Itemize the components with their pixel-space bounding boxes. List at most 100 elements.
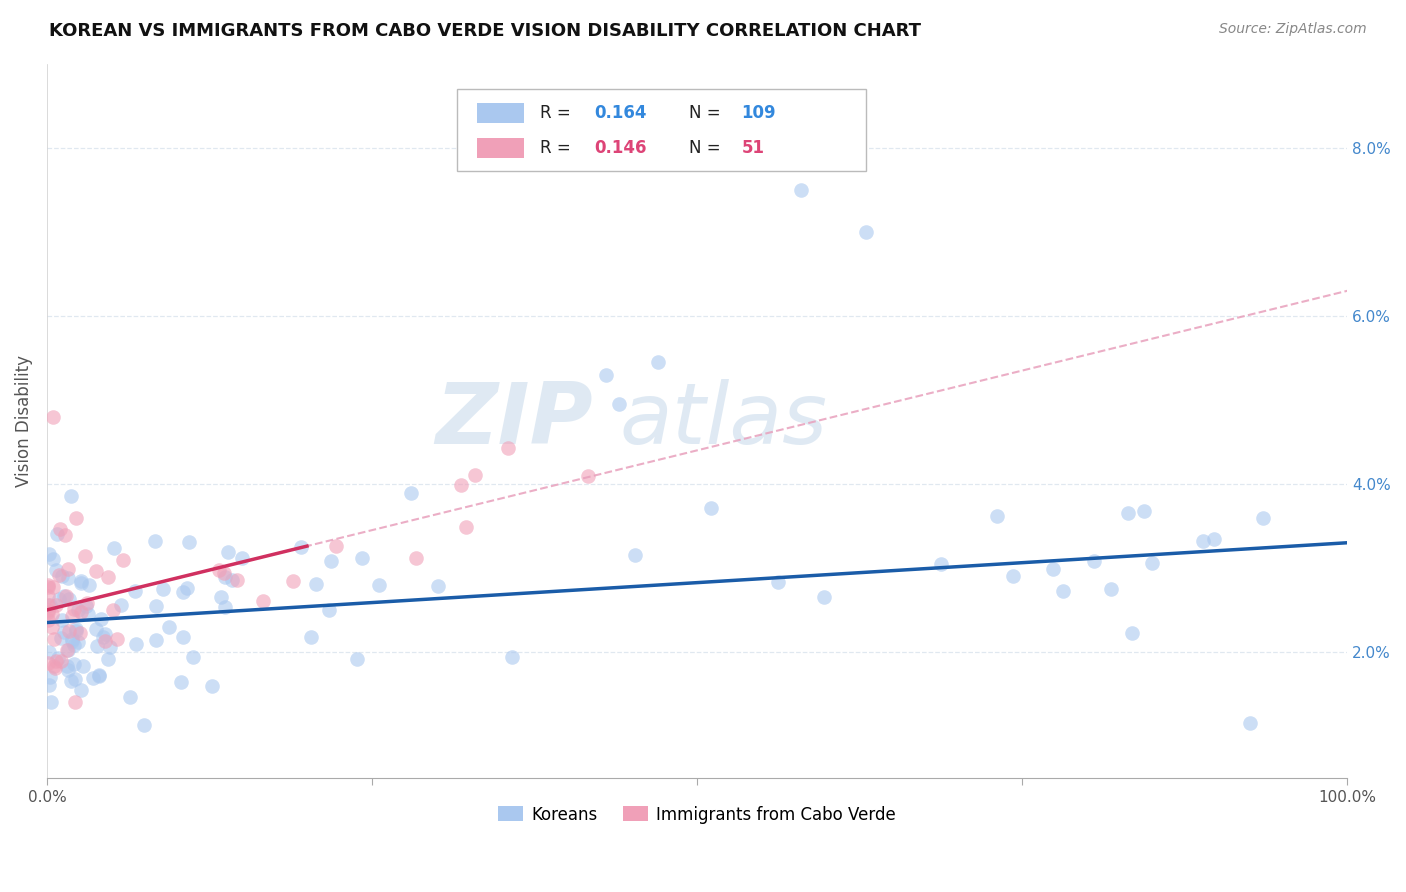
Point	[39, 695, 62, 709]
Point	[399, 486, 422, 500]
Point	[56, 572, 79, 586]
Point	[367, 577, 389, 591]
Point	[1132, 504, 1154, 518]
Point	[69, 625, 91, 640]
Point	[212, 566, 235, 580]
Point	[56, 664, 79, 678]
Point	[226, 573, 249, 587]
Point	[305, 577, 328, 591]
Point	[93, 627, 115, 641]
Point	[58, 591, 80, 606]
Point	[69, 683, 91, 698]
Point	[790, 183, 813, 197]
Point	[201, 679, 224, 693]
Point	[45, 654, 67, 668]
Point	[44, 661, 66, 675]
Point	[56, 643, 79, 657]
Point	[52, 589, 75, 603]
Point	[157, 620, 180, 634]
Point	[60, 634, 83, 648]
Point	[45, 598, 67, 612]
Point	[454, 519, 477, 533]
Point	[37, 578, 59, 592]
Text: 51: 51	[741, 139, 765, 157]
Point	[1121, 626, 1143, 640]
Point	[700, 500, 723, 515]
Point	[1192, 533, 1215, 548]
Point	[1042, 562, 1064, 576]
Point	[855, 225, 877, 239]
Point	[231, 551, 253, 566]
Point	[1001, 569, 1024, 583]
Point	[1140, 556, 1163, 570]
Point	[86, 639, 108, 653]
Point	[69, 574, 91, 588]
Point	[67, 635, 90, 649]
Text: R =: R =	[540, 103, 575, 121]
FancyBboxPatch shape	[477, 103, 524, 122]
Point	[48, 592, 70, 607]
Point	[931, 557, 953, 571]
Point	[37, 603, 59, 617]
Point	[76, 607, 98, 621]
Point	[110, 599, 132, 613]
Point	[76, 596, 98, 610]
Point	[75, 599, 97, 614]
Point	[46, 526, 69, 541]
Point	[84, 622, 107, 636]
Point	[290, 541, 312, 555]
Point	[38, 678, 60, 692]
Point	[118, 690, 141, 705]
Text: 109: 109	[741, 103, 776, 121]
Point	[55, 589, 77, 603]
Point	[595, 368, 617, 382]
Point	[607, 397, 630, 411]
Point	[152, 582, 174, 596]
Point	[97, 569, 120, 583]
Point	[208, 564, 231, 578]
FancyBboxPatch shape	[457, 89, 866, 171]
Point	[496, 441, 519, 455]
Point	[84, 564, 107, 578]
Point	[53, 528, 76, 542]
Point	[60, 489, 83, 503]
Point	[87, 668, 110, 682]
Point	[65, 624, 87, 638]
Legend: Koreans, Immigrants from Cabo Verde: Koreans, Immigrants from Cabo Verde	[492, 799, 903, 830]
Point	[94, 633, 117, 648]
Point	[124, 584, 146, 599]
Point	[346, 652, 368, 666]
Point	[647, 355, 669, 369]
Point	[132, 717, 155, 731]
Point	[1052, 584, 1074, 599]
Point	[60, 608, 83, 623]
Y-axis label: Vision Disability: Vision Disability	[15, 355, 32, 487]
Point	[37, 613, 59, 627]
Point	[170, 674, 193, 689]
Point	[299, 630, 322, 644]
Point	[72, 658, 94, 673]
Point	[405, 551, 427, 566]
Point	[813, 590, 835, 604]
Point	[51, 613, 73, 627]
Point	[986, 508, 1008, 523]
Point	[143, 533, 166, 548]
Point	[41, 580, 63, 594]
Point	[45, 563, 67, 577]
Point	[65, 695, 87, 709]
Point	[44, 632, 66, 646]
Point	[53, 625, 76, 640]
Text: Source: ZipAtlas.com: Source: ZipAtlas.com	[1219, 22, 1367, 37]
Point	[56, 562, 79, 576]
Point	[318, 602, 340, 616]
Text: N =: N =	[689, 139, 725, 157]
Point	[65, 510, 87, 524]
Point	[63, 639, 86, 653]
Point	[426, 579, 449, 593]
Point	[37, 589, 59, 603]
Point	[63, 672, 86, 686]
Point	[41, 620, 63, 634]
Point	[252, 594, 274, 608]
Point	[58, 624, 80, 638]
Point	[1118, 507, 1140, 521]
